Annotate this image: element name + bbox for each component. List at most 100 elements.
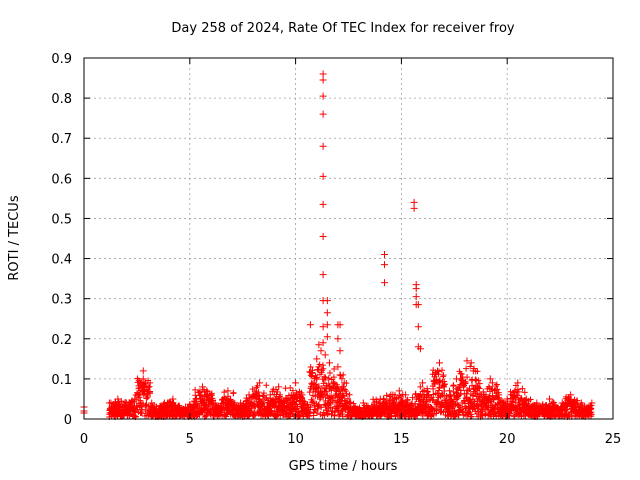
noise-marker (277, 391, 284, 398)
noise-marker (587, 410, 594, 417)
y-tick-label: 0.5 (51, 212, 72, 227)
data-point (376, 395, 384, 403)
data-point (359, 399, 367, 407)
data-point (336, 321, 344, 329)
noise-marker (518, 395, 525, 402)
noise-marker (475, 402, 482, 409)
data-point (283, 395, 291, 403)
noise-marker (458, 377, 465, 384)
noise-marker (441, 381, 448, 388)
data-point (522, 395, 530, 403)
noise-marker (307, 385, 314, 392)
data-point (474, 383, 482, 391)
noise-marker (193, 401, 200, 408)
data-point (334, 363, 342, 371)
noise-marker (468, 413, 475, 420)
noise-marker (147, 379, 154, 386)
noise-marker (480, 388, 487, 395)
data-point (292, 379, 300, 387)
data-point (319, 142, 327, 150)
grid-lines (84, 58, 613, 419)
data-point (495, 391, 503, 399)
data-point (588, 399, 596, 407)
noise-marker (221, 389, 228, 396)
noise-marker (522, 397, 529, 404)
noise-marker (306, 389, 313, 396)
data-point (486, 375, 494, 383)
noise-marker (457, 387, 464, 394)
noise-marker (564, 406, 571, 413)
data-point (105, 399, 113, 407)
noise-marker (416, 393, 423, 400)
noise-marker (519, 385, 526, 392)
noise-marker (318, 404, 325, 411)
data-point (336, 371, 344, 379)
x-tick-label: 5 (186, 432, 194, 447)
data-point (380, 261, 388, 269)
noise-marker (263, 394, 270, 401)
data-point (319, 70, 327, 78)
noise-marker (263, 382, 270, 389)
noise-marker (343, 390, 350, 397)
noise-marker (474, 390, 481, 397)
data-point (558, 399, 566, 407)
noise-marker (404, 397, 411, 404)
x-axis-label: GPS time / hours (289, 459, 398, 474)
data-point (131, 395, 139, 403)
y-tick-label: 0.4 (51, 253, 72, 268)
baseline-noise-band (106, 361, 595, 420)
data-point (319, 92, 327, 100)
data-point (321, 351, 329, 359)
noise-marker (435, 368, 442, 375)
noise-marker (417, 392, 424, 399)
y-tick-label: 0.7 (51, 132, 72, 147)
noise-marker (421, 387, 428, 394)
x-tick-label: 10 (287, 432, 304, 447)
data-point (488, 379, 496, 387)
noise-marker (467, 396, 474, 403)
data-point (317, 347, 325, 355)
noise-marker (325, 410, 332, 417)
noise-marker (467, 363, 474, 370)
noise-marker (328, 393, 335, 400)
noise-marker (231, 401, 238, 408)
noise-marker (287, 384, 294, 391)
noise-marker (143, 395, 150, 402)
noise-marker (310, 399, 317, 406)
noise-marker (375, 399, 382, 406)
noise-marker (208, 390, 215, 397)
data-point (567, 391, 575, 399)
data-point (533, 399, 541, 407)
data-point (192, 395, 200, 403)
noise-marker (450, 388, 457, 395)
data-points (80, 70, 596, 417)
noise-marker (475, 384, 482, 391)
data-point (410, 198, 418, 206)
noise-marker (138, 409, 145, 416)
data-point (457, 375, 465, 383)
data-point (368, 403, 376, 411)
noise-marker (455, 411, 462, 418)
noise-marker (204, 388, 211, 395)
noise-marker (322, 374, 329, 381)
noise-marker (289, 387, 296, 394)
noise-marker (450, 382, 457, 389)
data-point (380, 251, 388, 259)
noise-marker (539, 401, 546, 408)
noise-marker (274, 388, 281, 395)
noise-marker (146, 383, 153, 390)
noise-marker (525, 401, 532, 408)
data-point (256, 379, 264, 387)
noise-marker (493, 383, 500, 390)
data-point (323, 321, 331, 329)
data-point (319, 110, 327, 118)
noise-marker (588, 405, 595, 412)
noise-marker (331, 366, 338, 373)
noise-marker (306, 410, 313, 417)
data-point (313, 355, 321, 363)
data-point (482, 391, 490, 399)
noise-marker (491, 405, 498, 412)
data-point (380, 279, 388, 287)
noise-marker (325, 375, 332, 382)
noise-marker (466, 404, 473, 411)
